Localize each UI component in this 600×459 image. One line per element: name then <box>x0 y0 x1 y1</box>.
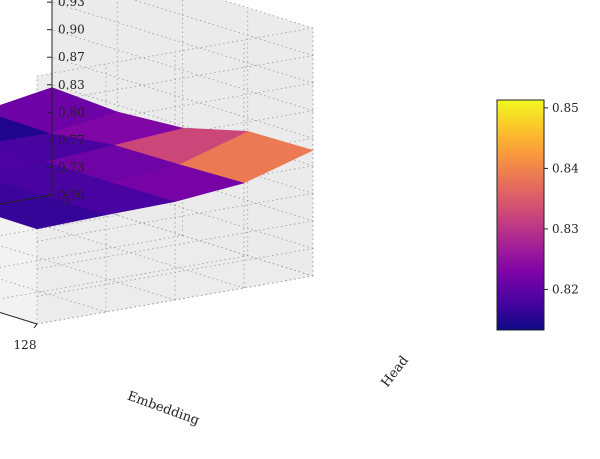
surface-patch <box>0 116 49 142</box>
grid-line-z-left <box>36 82 314 132</box>
x-tick-label: 128 <box>14 338 37 352</box>
x-tick-mark <box>33 323 38 329</box>
grid-line-floor-y <box>0 245 176 301</box>
grid-line-z-right <box>51 111 314 194</box>
colorbar-ticks: 0.85 0.84 0.83 0.82 <box>544 101 579 296</box>
y-axis-line <box>0 194 53 205</box>
grid-line-z-left <box>36 55 314 104</box>
grid-line-z-right <box>51 29 314 112</box>
z-tick-label: 0.77 <box>58 133 85 147</box>
z-tick-label: 0.73 <box>58 160 85 174</box>
y-tick-mark <box>51 194 57 198</box>
z-tick-label: 0.90 <box>58 23 85 37</box>
z-tick-label: 0.93 <box>58 0 85 9</box>
tick-labels: 12896643216123450.700.730.770.800.830.87… <box>0 0 85 352</box>
colorbar-tick-label: 0.84 <box>552 161 579 175</box>
grid-line-z-right <box>221 0 314 29</box>
y-tick-label: 4 <box>0 205 1 219</box>
z-tick-label: 0.80 <box>58 105 85 119</box>
grid-line-z-right <box>51 1 314 84</box>
colorbar <box>496 99 545 331</box>
grid-line-z-left <box>36 192 314 242</box>
colorbar-tick-label: 0.85 <box>552 101 579 115</box>
z-tick-label: 0.70 <box>58 188 85 202</box>
colorbar-tick-label: 0.83 <box>552 222 579 236</box>
z-tick-label: 0.87 <box>58 50 85 64</box>
z-tick-label: 0.83 <box>58 78 85 92</box>
surface <box>0 87 314 230</box>
surface-patch <box>0 149 45 170</box>
axis-lines <box>0 0 53 325</box>
grid-line-floor-y <box>0 278 107 313</box>
surface-patch <box>0 181 41 203</box>
grid-line-floor-y <box>51 194 314 277</box>
y-tick-label: 5 <box>62 193 70 207</box>
grid-line-z-right <box>132 0 314 56</box>
grid-line-z-right <box>51 139 314 222</box>
colorbar-tick-label: 0.82 <box>552 282 579 296</box>
y-axis-label: Head <box>379 353 412 390</box>
grid-lines <box>0 0 314 325</box>
grid-line-floor-x <box>0 235 183 268</box>
grid-line-floor-y <box>0 211 245 289</box>
grid-line-z-right <box>51 167 314 249</box>
x-axis-label: Embedding <box>125 389 201 429</box>
grid-line-z-right <box>51 56 314 139</box>
